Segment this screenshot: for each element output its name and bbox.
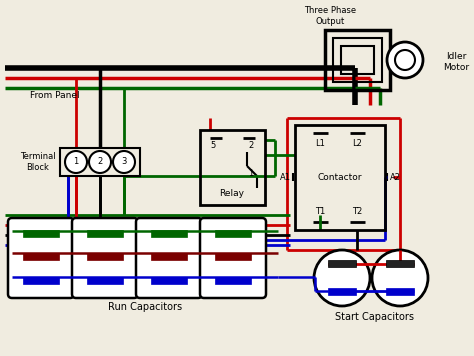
Text: Contactor: Contactor [318, 173, 362, 182]
Text: From Panel: From Panel [30, 91, 80, 100]
Bar [328, 260, 356, 267]
Text: T2: T2 [352, 208, 362, 216]
Circle shape [113, 151, 135, 173]
Circle shape [395, 50, 415, 70]
Text: L1: L1 [315, 138, 325, 147]
Circle shape [89, 151, 111, 173]
Text: 2: 2 [248, 141, 254, 151]
Bar [87, 253, 123, 260]
Circle shape [65, 151, 87, 173]
Circle shape [387, 42, 423, 78]
Bar [23, 277, 59, 284]
Bar [215, 277, 251, 284]
Circle shape [372, 250, 428, 306]
Bar [151, 230, 187, 237]
Bar [386, 288, 414, 295]
Bar [200, 130, 265, 205]
Bar [87, 230, 123, 237]
Bar [215, 230, 251, 237]
Text: 5: 5 [210, 141, 216, 151]
Bar [23, 253, 59, 260]
Text: Idler
Motor: Idler Motor [443, 52, 469, 72]
Bar [341, 46, 374, 74]
FancyBboxPatch shape [200, 218, 266, 298]
FancyBboxPatch shape [8, 218, 74, 298]
Text: 1: 1 [248, 169, 254, 178]
Bar [215, 253, 251, 260]
Bar [151, 253, 187, 260]
Bar [333, 38, 382, 82]
Text: Relay: Relay [219, 188, 245, 198]
Text: A2: A2 [390, 173, 401, 182]
Text: 3: 3 [121, 157, 127, 167]
Bar [23, 230, 59, 237]
Text: Run Capacitors: Run Capacitors [108, 302, 182, 312]
FancyBboxPatch shape [136, 218, 202, 298]
Text: Start Capacitors: Start Capacitors [336, 312, 414, 322]
Text: 2: 2 [97, 157, 103, 167]
Text: T1: T1 [315, 208, 325, 216]
Bar [328, 288, 356, 295]
Bar [87, 277, 123, 284]
Bar [386, 260, 414, 267]
Text: L2: L2 [352, 138, 362, 147]
Text: A1: A1 [280, 173, 291, 182]
Bar [325, 30, 390, 90]
Text: Terminal
Block: Terminal Block [20, 152, 56, 172]
FancyBboxPatch shape [72, 218, 138, 298]
Text: Three Phase
Output: Three Phase Output [304, 6, 356, 26]
Bar [151, 277, 187, 284]
Bar [295, 125, 385, 230]
Circle shape [314, 250, 370, 306]
Text: 1: 1 [73, 157, 79, 167]
Bar [60, 148, 140, 176]
